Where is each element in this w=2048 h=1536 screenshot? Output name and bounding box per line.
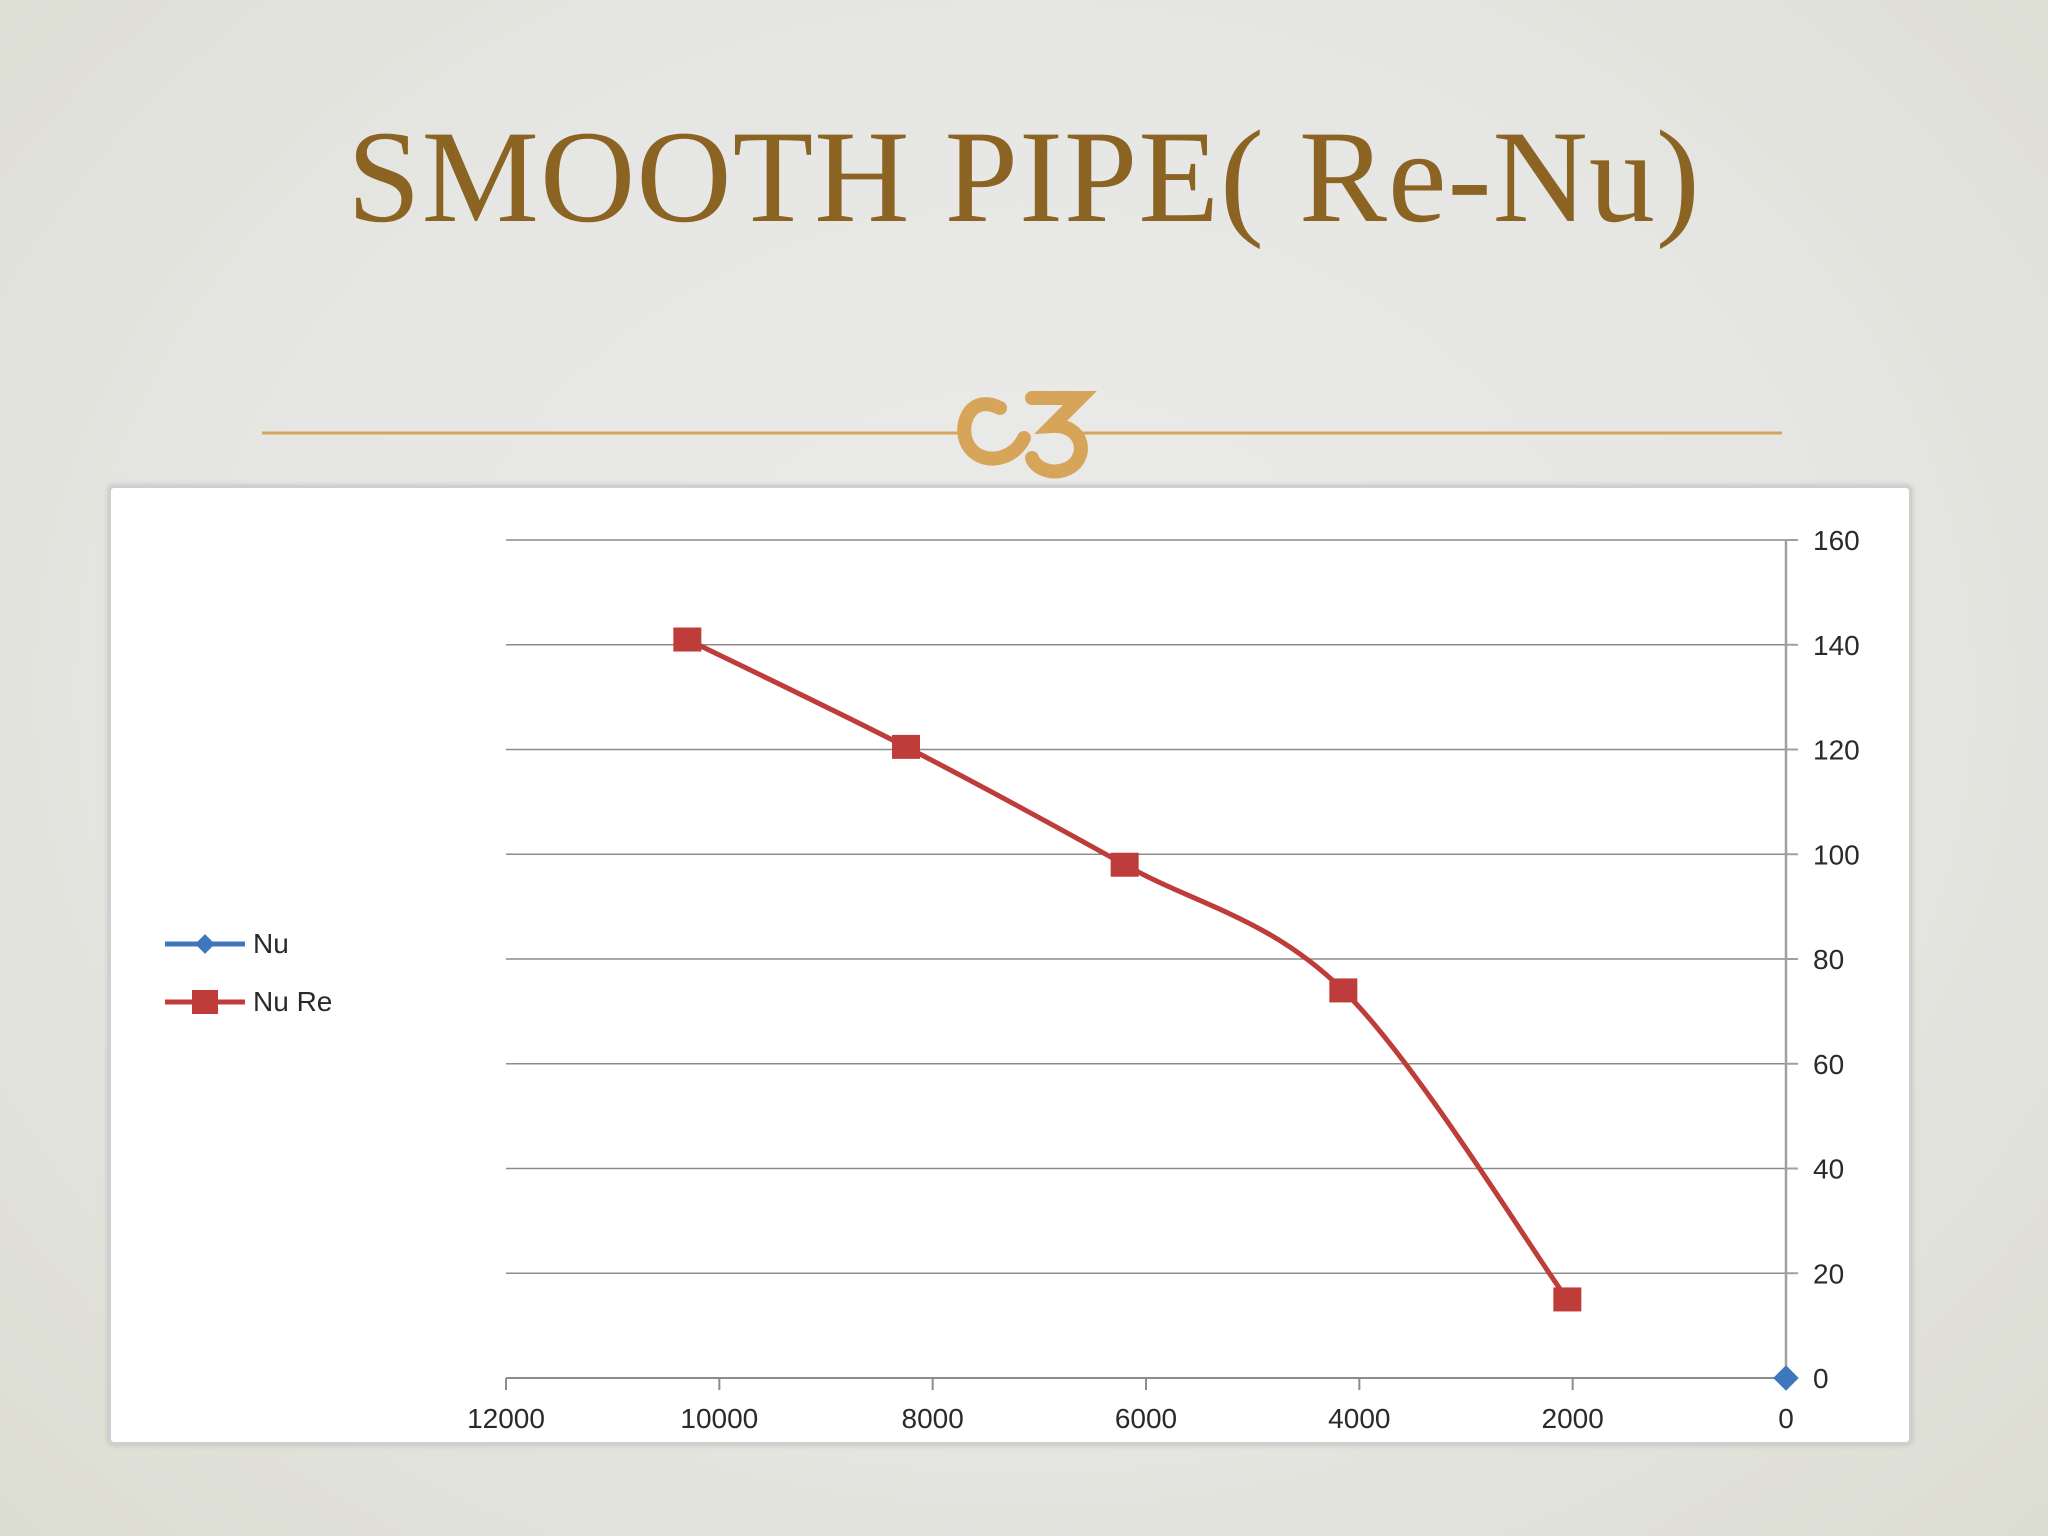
x-tick-label-6000: 6000 xyxy=(1115,1403,1177,1434)
data-point-1-3 xyxy=(1329,978,1358,1003)
chart-frame: 160 140 120 100 80 60 40 20 0 12000 10000 8000 6000 4… xyxy=(108,485,1912,1445)
data-point-1-1 xyxy=(892,734,920,759)
y-tick-label-40: 40 xyxy=(1813,1154,1844,1185)
series-line-1 xyxy=(686,637,1570,1301)
x-tick-label-4000: 4000 xyxy=(1328,1403,1390,1434)
title-divider xyxy=(262,391,1782,479)
data-point-1-2 xyxy=(1110,852,1139,877)
ornament-swirl-icon xyxy=(957,391,1097,479)
data-point-1-0 xyxy=(673,627,702,652)
x-tick-label-12000: 12000 xyxy=(467,1403,545,1434)
x-tick-label-2000: 2000 xyxy=(1542,1403,1604,1434)
data-point-0-0 xyxy=(1773,1365,1799,1391)
y-tick-label-160: 160 xyxy=(1813,525,1860,556)
data-point-1-4 xyxy=(1553,1287,1582,1312)
legend-label-nu: Nu xyxy=(253,928,289,959)
x-tick-label-0: 0 xyxy=(1778,1403,1794,1434)
y-tick-label-120: 120 xyxy=(1813,735,1860,766)
legend-item-nu-re: Nu Re xyxy=(155,974,415,1032)
legend-swatch-nu-re xyxy=(165,990,245,1014)
legend-swatch-nu xyxy=(165,934,245,954)
y-tick-label-140: 140 xyxy=(1813,630,1860,661)
line-chart: 160 140 120 100 80 60 40 20 0 12000 10000 8000 6000 4… xyxy=(467,525,1860,1434)
legend-label-nu-re: Nu Re xyxy=(253,986,333,1017)
y-tick-label-20: 20 xyxy=(1813,1258,1844,1289)
y-tick-label-0: 0 xyxy=(1813,1363,1829,1394)
x-tick-label-10000: 10000 xyxy=(680,1403,758,1434)
y-tick-label-80: 80 xyxy=(1813,944,1844,975)
chart-legend: Nu Nu Re xyxy=(155,916,415,1032)
page-title: SMOOTH PIPE( Re-Nu) xyxy=(347,103,1701,250)
y-tick-label-100: 100 xyxy=(1813,839,1860,870)
legend-item-nu: Nu xyxy=(155,916,415,974)
x-tick-label-8000: 8000 xyxy=(902,1403,964,1434)
y-tick-label-60: 60 xyxy=(1813,1049,1844,1080)
